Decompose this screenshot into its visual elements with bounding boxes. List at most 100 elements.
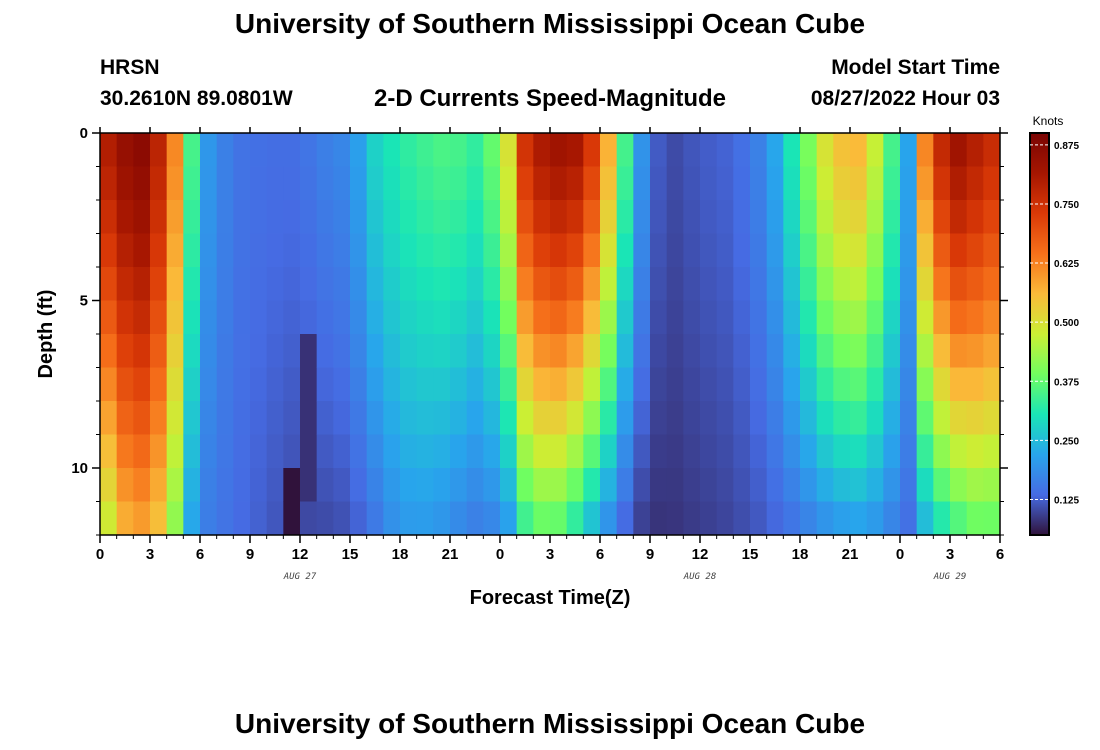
- heatmap-cell: [716, 401, 734, 435]
- heatmap-cell: [266, 434, 284, 469]
- heatmap-cell: [566, 501, 584, 536]
- heatmap-cell: [250, 501, 268, 536]
- heatmap-cell: [783, 434, 801, 469]
- heatmap-cell: [516, 166, 534, 201]
- heatmap-cell: [300, 233, 318, 268]
- heatmap-cell: [450, 434, 468, 469]
- date-label: AUG 29: [933, 572, 967, 582]
- heatmap-cell: [150, 501, 168, 536]
- heatmap-cell: [983, 267, 1001, 301]
- heatmap-cell: [716, 501, 734, 536]
- heatmap-cell: [983, 401, 1001, 435]
- heatmap-cell: [833, 401, 851, 435]
- heatmap-cell: [400, 434, 418, 469]
- heatmap-cell: [400, 367, 418, 402]
- heatmap-cell: [200, 401, 218, 435]
- heatmap-cell: [166, 367, 184, 402]
- heatmap-cell: [600, 334, 618, 368]
- heatmap-cell: [666, 401, 684, 435]
- heatmap-cell: [466, 367, 484, 402]
- heatmap-cell: [900, 334, 918, 368]
- heatmap-cell: [850, 166, 868, 201]
- heatmap-cell: [550, 401, 568, 435]
- date-label: AUG 28: [683, 572, 717, 582]
- heatmap-cell: [966, 267, 984, 301]
- heatmap-cell: [683, 166, 701, 201]
- heatmap-cell: [183, 401, 201, 435]
- heatmap-cell: [900, 166, 918, 201]
- heatmap-cell: [700, 300, 718, 335]
- heatmap-cell: [950, 166, 968, 201]
- heatmap-cell: [116, 468, 134, 502]
- heatmap-cell: [650, 233, 668, 268]
- heatmap-cell: [116, 401, 134, 435]
- heatmap-cell: [700, 267, 718, 301]
- x-tick-label: 21: [842, 546, 859, 563]
- heatmap-cell: [733, 200, 751, 234]
- heatmap-cell: [200, 233, 218, 268]
- heatmap-cell: [216, 300, 234, 335]
- heatmap-cell: [683, 367, 701, 402]
- heatmap-cell: [866, 501, 884, 536]
- heatmap-cell: [100, 233, 118, 268]
- heatmap-cell: [750, 401, 768, 435]
- heatmap-cell: [533, 300, 551, 335]
- heatmap-cell: [616, 334, 634, 368]
- heatmap-cell: [333, 468, 351, 502]
- heatmap-cell: [716, 468, 734, 502]
- heatmap-cell: [966, 300, 984, 335]
- heatmap-cell: [683, 133, 701, 167]
- y-axis-title: Depth (ft): [35, 290, 57, 379]
- heatmap-cell: [933, 267, 951, 301]
- heatmap-cell: [883, 334, 901, 368]
- heatmap-cell: [516, 200, 534, 234]
- heatmap-cell: [250, 233, 268, 268]
- heatmap-cell: [650, 300, 668, 335]
- heatmap-cell: [783, 267, 801, 301]
- heatmap-cell: [133, 367, 151, 402]
- chart-title: 2-D Currents Speed-Magnitude: [373, 85, 727, 112]
- heatmap-cell: [133, 200, 151, 234]
- heatmap-cell: [883, 367, 901, 402]
- heatmap-cell: [350, 166, 368, 201]
- heatmap-cell: [883, 434, 901, 469]
- heatmap-cell: [183, 200, 201, 234]
- heatmap-cell: [200, 166, 218, 201]
- heatmap-cell: [116, 334, 134, 368]
- heatmap-cell: [366, 233, 384, 268]
- heatmap-cell: [666, 166, 684, 201]
- heatmap-cell: [716, 267, 734, 301]
- heatmap-cell: [483, 401, 501, 435]
- x-tick-label: 0: [896, 546, 904, 563]
- x-tick-label: 18: [392, 546, 409, 563]
- heatmap-cell: [850, 334, 868, 368]
- heatmap-cell: [216, 166, 234, 201]
- heatmap-cell: [700, 233, 718, 268]
- heatmap-cell: [566, 401, 584, 435]
- heatmap-cell: [916, 334, 934, 368]
- heatmap-cell: [600, 401, 618, 435]
- heatmap-cell: [133, 434, 151, 469]
- heatmap-cell: [666, 501, 684, 536]
- heatmap-cell: [716, 166, 734, 201]
- heatmap-cell: [266, 468, 284, 502]
- heatmap-cell: [466, 200, 484, 234]
- heatmap-cell: [700, 434, 718, 469]
- heatmap-cell: [983, 133, 1001, 167]
- heatmap-cell: [966, 200, 984, 234]
- heatmap-cell: [700, 133, 718, 167]
- heatmap-cell: [383, 200, 401, 234]
- heatmap-cell: [100, 166, 118, 201]
- heatmap-cell: [666, 300, 684, 335]
- heatmap-cell: [316, 434, 334, 469]
- heatmap-cell: [433, 233, 451, 268]
- heatmap-cell: [633, 200, 651, 234]
- heatmap-cell: [150, 334, 168, 368]
- heatmap-cell: [883, 501, 901, 536]
- heatmap-cell: [416, 401, 434, 435]
- heatmap-cell: [116, 367, 134, 402]
- heatmap-cell: [416, 267, 434, 301]
- heatmap-cell: [350, 233, 368, 268]
- heatmap-cell: [716, 233, 734, 268]
- heatmap-cell: [266, 367, 284, 402]
